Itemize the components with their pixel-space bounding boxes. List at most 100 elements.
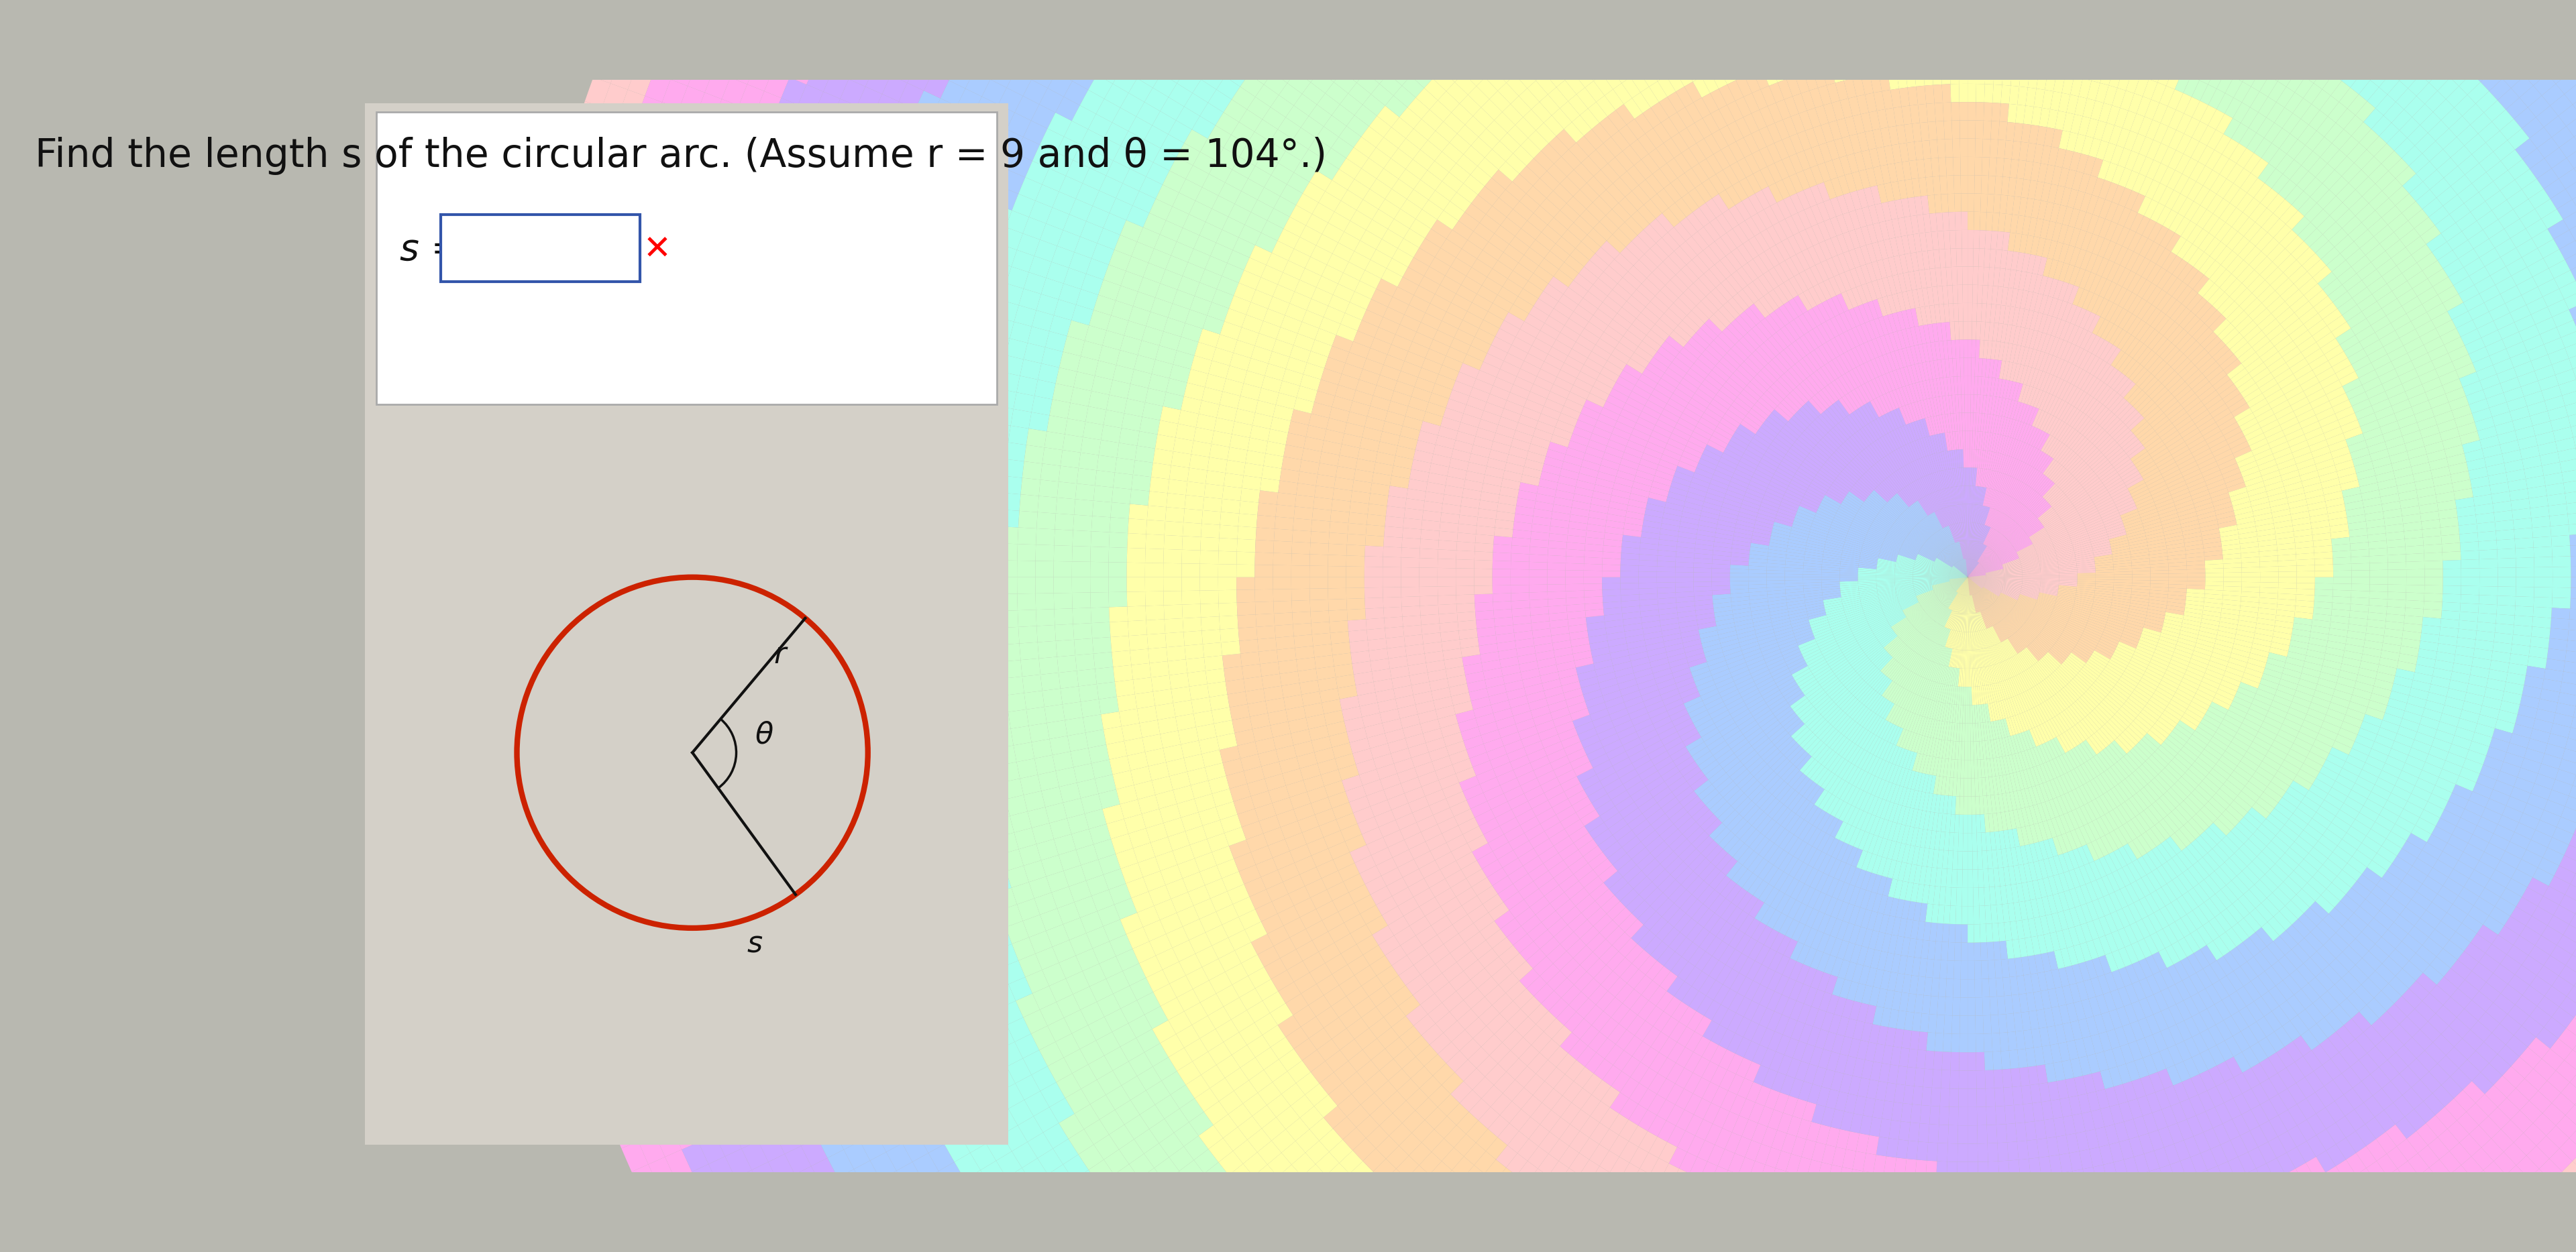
Polygon shape <box>2478 888 2501 906</box>
Polygon shape <box>1904 603 1919 612</box>
Polygon shape <box>1257 1082 1280 1106</box>
Polygon shape <box>2300 667 2321 677</box>
Polygon shape <box>1417 368 1437 383</box>
Polygon shape <box>1795 730 1814 745</box>
Polygon shape <box>1754 401 1772 416</box>
Polygon shape <box>2040 577 2058 578</box>
Polygon shape <box>1731 592 1749 598</box>
Polygon shape <box>1108 249 1131 270</box>
Polygon shape <box>2208 48 2223 68</box>
Polygon shape <box>1095 0 1118 20</box>
Polygon shape <box>2058 562 2076 566</box>
Polygon shape <box>799 780 819 804</box>
Polygon shape <box>1922 699 1929 717</box>
Polygon shape <box>2074 725 2087 742</box>
Polygon shape <box>2081 1223 2097 1243</box>
Polygon shape <box>1363 189 1386 209</box>
Polygon shape <box>1208 1138 1234 1162</box>
Polygon shape <box>1030 739 1054 759</box>
Polygon shape <box>1896 312 1906 331</box>
Polygon shape <box>1561 326 1579 342</box>
Polygon shape <box>920 1127 945 1153</box>
Polygon shape <box>2161 521 2179 528</box>
Polygon shape <box>603 213 626 242</box>
Polygon shape <box>1162 745 1185 762</box>
Polygon shape <box>1221 498 1242 513</box>
Polygon shape <box>2421 1072 2442 1093</box>
Polygon shape <box>1960 193 1968 212</box>
Polygon shape <box>1677 108 1695 128</box>
Polygon shape <box>1662 623 1680 631</box>
Polygon shape <box>1293 518 1311 531</box>
Polygon shape <box>2004 571 2022 573</box>
Polygon shape <box>621 0 649 13</box>
Polygon shape <box>1978 468 1984 487</box>
Polygon shape <box>2535 935 2558 955</box>
Polygon shape <box>1566 597 1584 605</box>
Polygon shape <box>2277 610 2295 617</box>
Polygon shape <box>1582 459 1600 472</box>
Polygon shape <box>1847 437 1862 453</box>
Polygon shape <box>2022 566 2040 570</box>
Polygon shape <box>2277 1153 2295 1174</box>
Polygon shape <box>2164 945 2179 964</box>
Polygon shape <box>1625 1207 1643 1228</box>
Polygon shape <box>2110 1067 2123 1087</box>
Polygon shape <box>1927 362 1932 379</box>
Polygon shape <box>2411 53 2432 75</box>
Polygon shape <box>2174 918 2190 938</box>
Polygon shape <box>2043 701 2056 719</box>
Polygon shape <box>2154 1012 2169 1032</box>
Polygon shape <box>1574 215 1595 235</box>
Polygon shape <box>2074 268 2087 287</box>
Polygon shape <box>1574 650 1592 661</box>
Polygon shape <box>1316 234 1337 254</box>
Polygon shape <box>2154 992 2169 1012</box>
Polygon shape <box>2022 444 2032 462</box>
Polygon shape <box>2056 835 2069 854</box>
Polygon shape <box>2200 305 2218 323</box>
Polygon shape <box>1917 501 1927 517</box>
Polygon shape <box>1747 656 1765 666</box>
Polygon shape <box>1600 1129 1618 1151</box>
Polygon shape <box>2269 864 2287 881</box>
Polygon shape <box>1852 459 1865 473</box>
Polygon shape <box>1808 486 1826 497</box>
Polygon shape <box>1971 741 1973 760</box>
Polygon shape <box>2375 172 2396 190</box>
Polygon shape <box>2200 945 2215 964</box>
Polygon shape <box>1808 532 1826 540</box>
Polygon shape <box>2380 493 2401 505</box>
Polygon shape <box>2370 449 2391 461</box>
Polygon shape <box>2403 801 2424 818</box>
Polygon shape <box>840 1048 866 1075</box>
Polygon shape <box>1558 843 1579 860</box>
Polygon shape <box>953 808 974 829</box>
Polygon shape <box>1607 702 1625 715</box>
Polygon shape <box>1973 595 1981 611</box>
Polygon shape <box>894 801 917 824</box>
Polygon shape <box>1012 392 1036 412</box>
Polygon shape <box>2058 577 2076 580</box>
Polygon shape <box>999 762 1020 782</box>
Polygon shape <box>2133 651 2151 662</box>
Polygon shape <box>1020 359 1041 379</box>
Polygon shape <box>1922 49 1932 68</box>
Polygon shape <box>2172 382 2190 397</box>
Polygon shape <box>1445 83 1468 104</box>
Polygon shape <box>1994 538 2007 552</box>
Polygon shape <box>1958 577 1968 593</box>
Polygon shape <box>1203 820 1224 839</box>
Polygon shape <box>2360 1005 2380 1025</box>
Polygon shape <box>2133 900 2148 919</box>
Polygon shape <box>1698 159 1716 179</box>
Polygon shape <box>1687 368 1705 384</box>
Polygon shape <box>1924 497 1935 513</box>
Polygon shape <box>2007 195 2014 214</box>
Polygon shape <box>2190 297 2208 316</box>
Polygon shape <box>1958 523 1960 541</box>
Polygon shape <box>2223 139 2239 159</box>
Polygon shape <box>1061 702 1082 720</box>
Polygon shape <box>2262 419 2280 433</box>
Polygon shape <box>2522 381 2543 397</box>
